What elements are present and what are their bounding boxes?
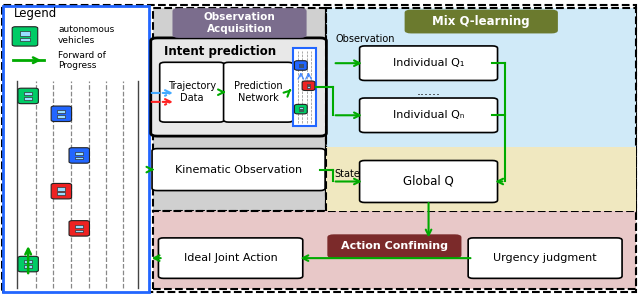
FancyBboxPatch shape: [153, 210, 636, 289]
FancyBboxPatch shape: [58, 115, 65, 118]
Text: Mix Q-learning: Mix Q-learning: [433, 15, 530, 28]
FancyBboxPatch shape: [18, 88, 38, 104]
FancyBboxPatch shape: [307, 86, 310, 88]
FancyBboxPatch shape: [76, 152, 83, 155]
FancyBboxPatch shape: [326, 8, 636, 210]
FancyBboxPatch shape: [360, 46, 497, 80]
Text: Individual Q₁: Individual Q₁: [393, 58, 464, 68]
FancyBboxPatch shape: [153, 8, 326, 210]
FancyBboxPatch shape: [299, 107, 303, 109]
FancyBboxPatch shape: [12, 27, 38, 46]
FancyBboxPatch shape: [299, 66, 303, 68]
FancyBboxPatch shape: [58, 110, 65, 113]
Text: Legend: Legend: [14, 7, 58, 20]
Text: State: State: [334, 169, 360, 179]
FancyBboxPatch shape: [160, 62, 224, 122]
Text: Intent prediction: Intent prediction: [164, 45, 276, 58]
FancyBboxPatch shape: [24, 97, 32, 100]
FancyBboxPatch shape: [20, 31, 30, 36]
FancyBboxPatch shape: [58, 187, 65, 190]
FancyBboxPatch shape: [294, 104, 307, 114]
Text: Forward of
Progress: Forward of Progress: [58, 51, 106, 70]
FancyBboxPatch shape: [69, 221, 90, 236]
FancyBboxPatch shape: [18, 256, 38, 272]
FancyBboxPatch shape: [173, 8, 307, 38]
FancyBboxPatch shape: [3, 6, 149, 292]
FancyBboxPatch shape: [58, 193, 65, 195]
Text: Urgency judgment: Urgency judgment: [493, 253, 597, 263]
FancyBboxPatch shape: [76, 230, 83, 232]
FancyBboxPatch shape: [326, 147, 636, 210]
FancyBboxPatch shape: [302, 81, 315, 91]
FancyBboxPatch shape: [24, 260, 32, 263]
FancyBboxPatch shape: [327, 234, 461, 258]
FancyBboxPatch shape: [404, 10, 558, 33]
FancyBboxPatch shape: [24, 265, 32, 268]
FancyBboxPatch shape: [51, 183, 72, 199]
Text: Kinematic Observation: Kinematic Observation: [175, 164, 302, 175]
Text: ......: ......: [417, 85, 440, 98]
Text: Prediction
Network: Prediction Network: [234, 81, 283, 103]
Text: Trajectory
Data: Trajectory Data: [168, 81, 216, 103]
FancyBboxPatch shape: [151, 38, 326, 136]
Text: autonomous
vehicles: autonomous vehicles: [58, 25, 115, 45]
FancyBboxPatch shape: [20, 38, 30, 41]
FancyBboxPatch shape: [299, 63, 303, 65]
Text: Observation
Acquisition: Observation Acquisition: [204, 12, 275, 34]
FancyBboxPatch shape: [223, 62, 293, 122]
FancyBboxPatch shape: [360, 161, 497, 202]
FancyBboxPatch shape: [24, 92, 32, 95]
Text: Global Q: Global Q: [403, 175, 454, 188]
FancyBboxPatch shape: [51, 106, 72, 121]
FancyBboxPatch shape: [76, 225, 83, 228]
Text: Ideal Joint Action: Ideal Joint Action: [184, 253, 278, 263]
Text: Observation: Observation: [336, 34, 396, 44]
FancyBboxPatch shape: [69, 148, 90, 163]
FancyBboxPatch shape: [2, 5, 636, 292]
FancyBboxPatch shape: [76, 157, 83, 159]
Text: Action Confiming: Action Confiming: [341, 241, 448, 251]
FancyBboxPatch shape: [293, 48, 316, 126]
FancyBboxPatch shape: [468, 238, 622, 278]
FancyBboxPatch shape: [299, 110, 303, 111]
Text: Individual Qₙ: Individual Qₙ: [393, 110, 464, 120]
FancyBboxPatch shape: [294, 61, 307, 70]
FancyBboxPatch shape: [307, 84, 310, 86]
FancyBboxPatch shape: [159, 238, 303, 278]
FancyBboxPatch shape: [360, 98, 497, 132]
FancyBboxPatch shape: [152, 149, 325, 190]
